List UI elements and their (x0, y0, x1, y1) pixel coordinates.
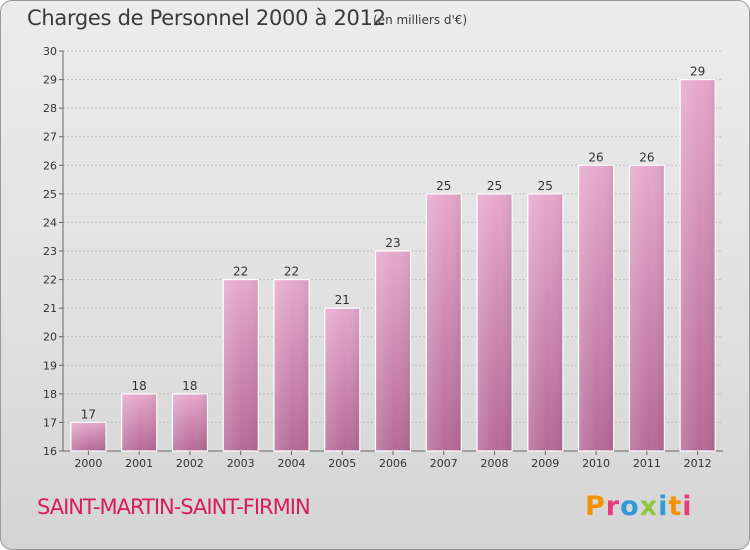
y-tick-label: 24 (43, 216, 57, 229)
y-tick-label: 29 (43, 74, 57, 87)
logo-letter: r (605, 491, 621, 522)
plot-area: 16 17 18 19 20 21 22 23 24 25 26 27 28 29 30 17 2000 18 20… (43, 45, 723, 470)
data-label-2005: 21 (335, 293, 350, 307)
y-tick-label: 23 (43, 245, 57, 258)
x-tick-label-2005: 2005 (328, 457, 356, 470)
bar-shade-2007 (426, 193, 462, 451)
x-tick-label-2003: 2003 (227, 457, 255, 470)
data-label-2010: 26 (588, 150, 603, 164)
y-tick-label: 28 (43, 102, 57, 115)
logo-letter: x (639, 491, 659, 522)
bar-shade-2010 (578, 165, 614, 452)
bar-shade-2006 (375, 251, 411, 451)
bar-shade-2012 (680, 79, 716, 452)
y-tick-label: 18 (43, 388, 57, 401)
y-tick-label: 25 (43, 188, 57, 201)
data-label-2001: 18 (132, 379, 147, 393)
place-name: SAINT-MARTIN-SAINT-FIRMIN (37, 495, 311, 519)
bar-shade-2011 (629, 165, 665, 452)
x-tick-label-2009: 2009 (531, 457, 559, 470)
y-tick-label: 21 (43, 302, 57, 315)
logo-letter: i (658, 491, 669, 522)
bar-shade-2004 (273, 279, 309, 451)
y-tick-label: 19 (43, 359, 57, 372)
x-tick-label-2006: 2006 (379, 457, 407, 470)
chart-title: Charges de Personnel 2000 à 2012 (27, 6, 386, 30)
x-tick-label-2010: 2010 (582, 457, 610, 470)
data-label-2006: 23 (385, 236, 400, 250)
x-tick-label-2002: 2002 (176, 457, 204, 470)
y-tick-label: 26 (43, 159, 57, 172)
logo-letter: P (585, 491, 606, 522)
y-tick-label: 17 (43, 416, 57, 429)
data-label-2011: 26 (639, 150, 654, 164)
bar-shade-2001 (121, 393, 157, 451)
y-tick-label: 22 (43, 274, 57, 287)
bar-shade-2005 (324, 308, 360, 451)
x-tick-label-2004: 2004 (277, 457, 305, 470)
data-label-2007: 25 (436, 179, 451, 193)
logo-letter: o (620, 491, 640, 522)
x-tick-label-2008: 2008 (481, 457, 509, 470)
bar-shade-2003 (223, 279, 259, 451)
data-label-2008: 25 (487, 179, 502, 193)
x-tick-label-2011: 2011 (633, 457, 661, 470)
x-tick-label-2012: 2012 (684, 457, 712, 470)
data-label-2003: 22 (233, 265, 248, 279)
y-tick-label: 20 (43, 331, 57, 344)
data-label-2004: 22 (284, 265, 299, 279)
proxiti-logo: Proxiti (585, 491, 693, 522)
logo-letter: i (682, 491, 693, 522)
bar-shade-2000 (70, 422, 106, 451)
x-tick-label-2000: 2000 (74, 457, 102, 470)
data-label-2000: 17 (81, 407, 96, 421)
data-label-2009: 25 (538, 179, 553, 193)
bar-shade-2009 (527, 193, 563, 451)
logo-letter: t (668, 491, 683, 522)
y-tick-label: 30 (43, 45, 57, 58)
y-tick-label: 16 (43, 445, 57, 458)
data-label-2002: 18 (182, 379, 197, 393)
x-tick-label-2007: 2007 (430, 457, 458, 470)
bar-shade-2002 (172, 393, 208, 451)
y-tick-label: 27 (43, 131, 57, 144)
x-tick-label-2001: 2001 (125, 457, 153, 470)
bar-shade-2008 (477, 193, 513, 451)
data-label-2012: 29 (690, 65, 705, 79)
chart-subtitle: (en milliers d'€) (373, 13, 468, 27)
